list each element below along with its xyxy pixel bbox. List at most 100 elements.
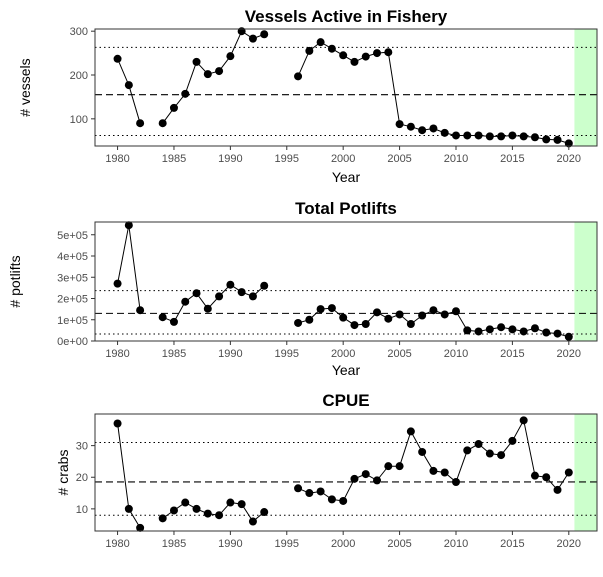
data-point-1982 bbox=[136, 523, 145, 532]
data-point-1989 bbox=[215, 292, 224, 301]
data-point-2005 bbox=[395, 120, 404, 129]
data-point-1989 bbox=[215, 511, 224, 520]
data-point-1992 bbox=[248, 34, 257, 43]
data-point-1996 bbox=[294, 484, 303, 493]
y-axis-label: # vessels bbox=[17, 58, 33, 116]
data-point-2019 bbox=[553, 135, 562, 144]
data-point-2013 bbox=[485, 325, 494, 334]
data-point-1991 bbox=[237, 500, 246, 509]
data-point-1999 bbox=[327, 304, 336, 313]
highlight-band bbox=[574, 222, 597, 341]
data-point-1981 bbox=[124, 504, 133, 513]
x-tick-label: 2015 bbox=[500, 538, 524, 550]
data-point-2006 bbox=[406, 122, 415, 131]
x-tick-label: 2020 bbox=[557, 153, 581, 165]
y-tick-label: 30 bbox=[76, 441, 88, 453]
data-point-1985 bbox=[169, 506, 178, 515]
data-point-2017 bbox=[530, 133, 539, 142]
data-point-1982 bbox=[136, 119, 145, 128]
data-point-2010 bbox=[451, 477, 460, 486]
x-tick-label: 1990 bbox=[218, 153, 242, 165]
x-tick-label: 1995 bbox=[275, 348, 299, 360]
data-point-2007 bbox=[418, 126, 427, 135]
data-point-2019 bbox=[553, 329, 562, 338]
x-tick-label: 1985 bbox=[162, 153, 186, 165]
data-point-1998 bbox=[316, 38, 325, 47]
data-point-1998 bbox=[316, 305, 325, 314]
data-point-1988 bbox=[203, 509, 212, 518]
data-point-2002 bbox=[361, 470, 370, 479]
y-tick-label: 100 bbox=[70, 114, 88, 126]
data-point-1997 bbox=[305, 46, 314, 55]
chart-title: Total Potlifts bbox=[295, 199, 397, 218]
data-point-2005 bbox=[395, 310, 404, 319]
data-point-1993 bbox=[260, 508, 269, 517]
data-point-1990 bbox=[226, 280, 235, 289]
data-point-2012 bbox=[474, 131, 483, 140]
series-line-segment-2 bbox=[162, 284, 265, 323]
data-point-2018 bbox=[542, 135, 551, 144]
data-point-2002 bbox=[361, 52, 370, 61]
data-point-2010 bbox=[451, 131, 460, 140]
data-point-1986 bbox=[181, 498, 190, 507]
data-point-2015 bbox=[508, 436, 517, 445]
series-line-segment-1 bbox=[117, 225, 141, 311]
data-point-1991 bbox=[237, 288, 246, 297]
data-point-2011 bbox=[463, 131, 472, 140]
x-tick-label: 2005 bbox=[387, 153, 411, 165]
data-point-2001 bbox=[350, 321, 359, 330]
panel-2: 1980 1985 1990 1995 2000 2005 2010 2015 2020 0e+0… bbox=[7, 199, 598, 378]
data-point-1993 bbox=[260, 30, 269, 39]
data-point-2006 bbox=[406, 427, 415, 436]
y-tick-label: 200 bbox=[70, 70, 88, 82]
data-point-2020 bbox=[564, 468, 573, 477]
data-point-1980 bbox=[113, 419, 122, 428]
x-tick-label: 2000 bbox=[331, 348, 355, 360]
data-point-1997 bbox=[305, 315, 314, 324]
data-point-1986 bbox=[181, 89, 190, 98]
panel-border bbox=[94, 413, 598, 532]
data-point-2010 bbox=[451, 307, 460, 316]
data-point-2008 bbox=[429, 124, 438, 133]
x-tick-label: 2010 bbox=[444, 538, 468, 550]
data-point-2009 bbox=[440, 310, 449, 319]
data-point-2013 bbox=[485, 449, 494, 458]
x-tick-label: 1995 bbox=[275, 153, 299, 165]
data-point-2002 bbox=[361, 320, 370, 328]
data-point-2009 bbox=[440, 468, 449, 477]
data-point-2015 bbox=[508, 131, 517, 140]
data-point-1981 bbox=[124, 81, 133, 90]
data-point-1996 bbox=[294, 318, 303, 327]
data-point-2014 bbox=[497, 323, 506, 332]
x-tick-label: 2015 bbox=[500, 153, 524, 165]
data-point-2020 bbox=[564, 139, 573, 148]
data-point-1982 bbox=[136, 306, 145, 315]
data-point-2015 bbox=[508, 325, 517, 334]
data-point-2012 bbox=[474, 327, 483, 336]
data-point-1999 bbox=[327, 495, 336, 504]
data-point-2003 bbox=[373, 308, 382, 317]
data-point-2018 bbox=[542, 473, 551, 482]
data-point-1987 bbox=[192, 504, 201, 513]
data-point-2011 bbox=[463, 326, 472, 335]
data-point-2001 bbox=[350, 474, 359, 483]
panel-border bbox=[94, 28, 598, 147]
series-line-segment-2 bbox=[162, 501, 265, 523]
data-point-2016 bbox=[519, 132, 528, 141]
data-point-2016 bbox=[519, 327, 528, 336]
x-tick-label: 2020 bbox=[557, 348, 581, 360]
y-axis-label: # potlifts bbox=[7, 255, 23, 307]
data-point-2014 bbox=[497, 132, 506, 141]
data-point-2003 bbox=[373, 476, 382, 485]
x-tick-label: 1980 bbox=[105, 153, 129, 165]
panel-border bbox=[94, 221, 598, 342]
data-point-2016 bbox=[519, 416, 528, 425]
data-point-2017 bbox=[530, 471, 539, 480]
y-tick-label: 5e+05 bbox=[57, 230, 88, 242]
x-tick-label: 1980 bbox=[105, 348, 129, 360]
y-tick-label: 1e+05 bbox=[57, 315, 88, 327]
data-point-1984 bbox=[158, 514, 167, 523]
data-point-2001 bbox=[350, 57, 359, 66]
chart-title: Vessels Active in Fishery bbox=[245, 7, 448, 26]
data-point-2014 bbox=[497, 451, 506, 460]
